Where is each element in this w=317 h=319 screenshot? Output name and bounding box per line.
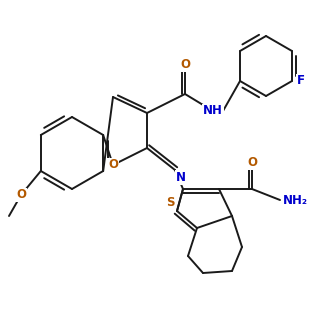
Text: O: O — [180, 58, 190, 71]
Text: O: O — [247, 157, 257, 169]
Text: N: N — [176, 171, 186, 184]
Text: NH₂: NH₂ — [283, 194, 308, 206]
Text: F: F — [297, 75, 305, 87]
Text: O: O — [108, 159, 118, 172]
Text: O: O — [16, 189, 26, 202]
Text: S: S — [166, 196, 175, 209]
Text: NH: NH — [203, 105, 223, 117]
